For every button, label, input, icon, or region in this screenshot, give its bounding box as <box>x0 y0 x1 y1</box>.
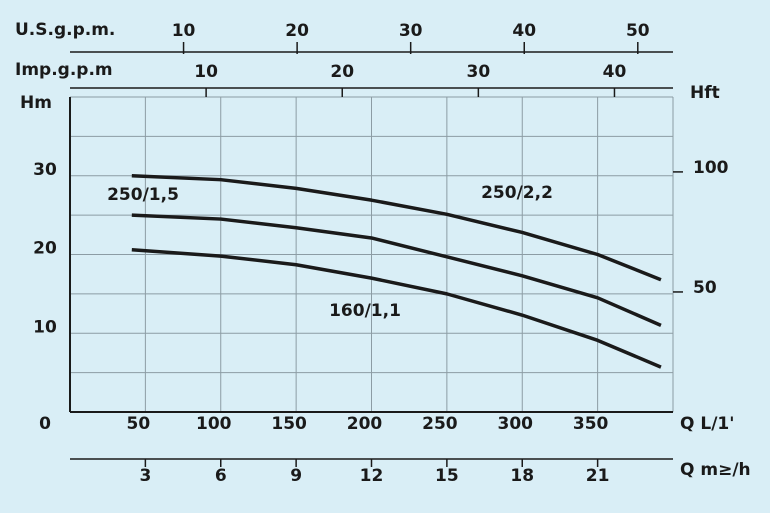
aux-tick-label: 20 <box>285 21 309 41</box>
aux-tick-label: 10 <box>172 21 196 41</box>
aux-tick-label: 12 <box>360 466 384 486</box>
aux-tick-label: 9 <box>290 466 302 486</box>
aux-tick-label: 40 <box>603 62 627 82</box>
x-axis-title: Q L/1' <box>680 414 734 434</box>
curve-label: 250/2,2 <box>481 183 553 203</box>
aux-tick-label: 18 <box>510 466 534 486</box>
aux-tick-label: 3 <box>139 466 151 486</box>
aux-tick-label: 30 <box>399 21 423 41</box>
y-tick-label: 0 <box>39 414 51 434</box>
aux-tick-label: 6 <box>215 466 227 486</box>
pump-curve <box>131 248 662 369</box>
curve-label: 250/1,5 <box>107 185 179 205</box>
aux-axis-title: Q m≥/h <box>680 460 751 480</box>
x-tick-label: 300 <box>498 414 534 434</box>
curve-label: 160/1,1 <box>329 301 401 321</box>
x-tick-label: 150 <box>271 414 307 434</box>
x-tick-label: 350 <box>573 414 609 434</box>
y-tick-label: 10 <box>33 317 57 337</box>
y2-tick-label: 100 <box>693 158 729 178</box>
y2-tick-label: 50 <box>693 278 717 298</box>
x-tick-label: 100 <box>196 414 232 434</box>
pump-curve <box>131 174 662 282</box>
x-tick-label: 200 <box>347 414 383 434</box>
aux-tick-label: 21 <box>586 466 610 486</box>
y-tick-label: 30 <box>33 160 57 180</box>
y-axis-title: Hm <box>20 93 52 113</box>
aux-tick-label: 30 <box>467 62 491 82</box>
aux-tick-label: 50 <box>626 21 650 41</box>
aux-tick-label: 10 <box>194 62 218 82</box>
aux-axis-title: Imp.g.p.m <box>15 60 113 80</box>
x-tick-label: 50 <box>127 414 151 434</box>
aux-tick-label: 15 <box>435 466 459 486</box>
x-tick-label: 250 <box>422 414 458 434</box>
y-tick-label: 20 <box>33 239 57 259</box>
aux-axis-title: U.S.g.p.m. <box>15 20 115 40</box>
aux-tick-label: 20 <box>330 62 354 82</box>
y2-axis-title: Hft <box>690 83 720 103</box>
aux-tick-label: 40 <box>512 21 536 41</box>
pump-curve <box>131 213 662 327</box>
